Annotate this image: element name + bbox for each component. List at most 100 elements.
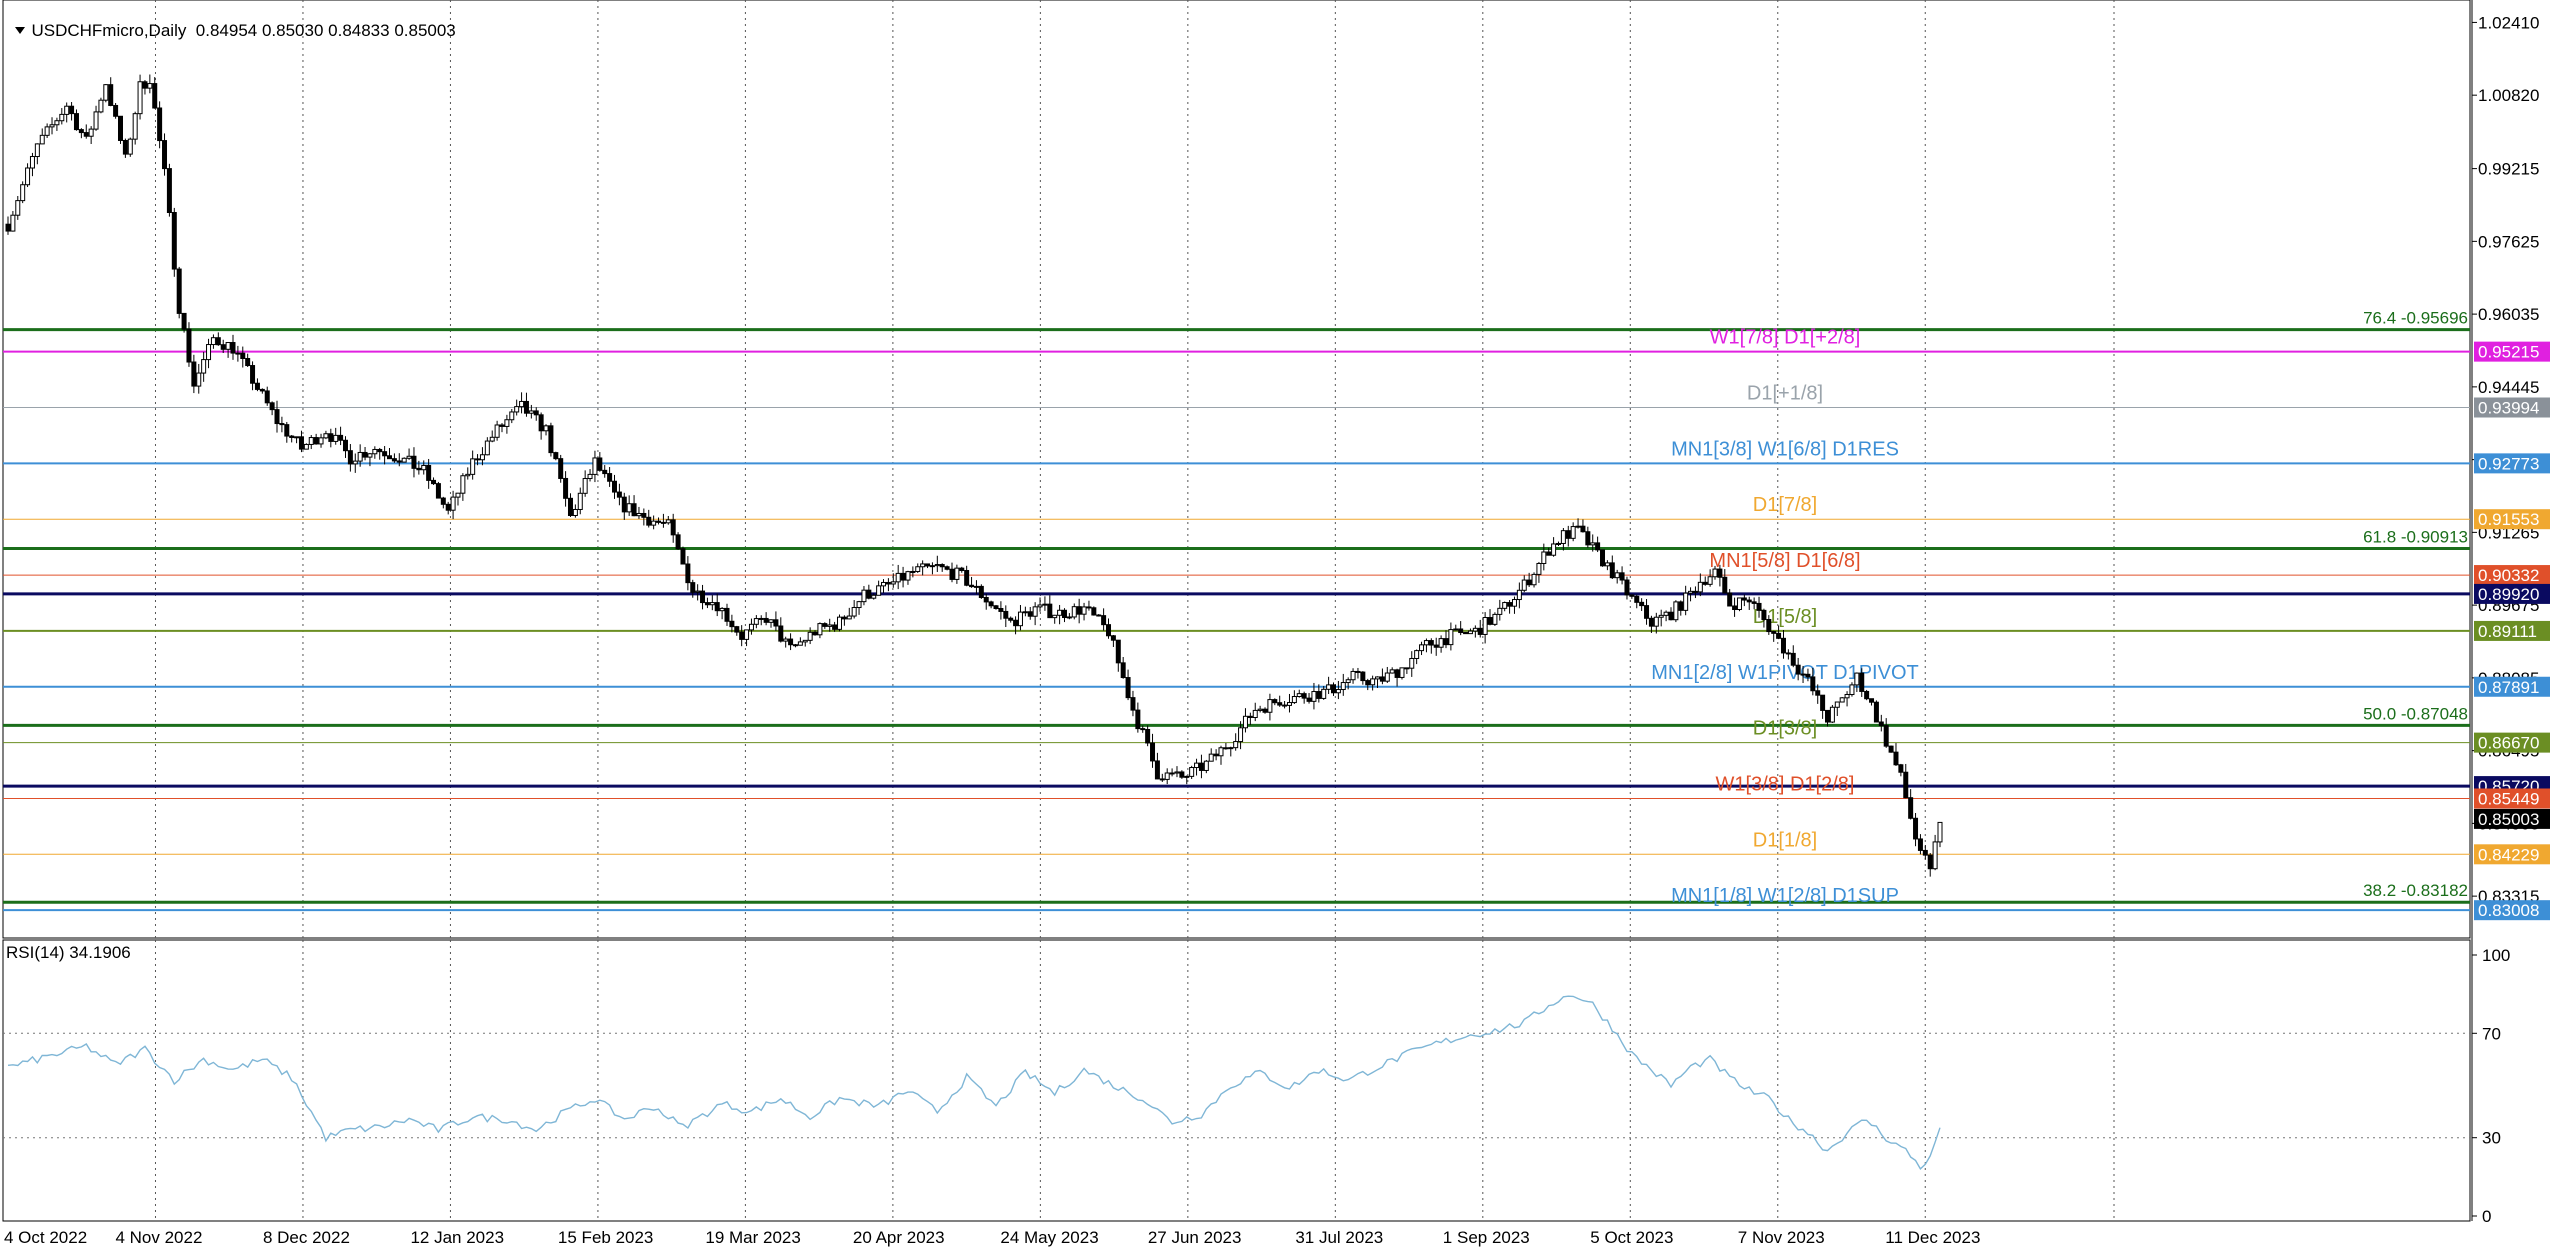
candle-body [1604, 562, 1610, 567]
candle-body [347, 450, 353, 465]
candle-body [1888, 745, 1894, 753]
candle-body [1829, 706, 1835, 723]
candle-body [1536, 562, 1542, 575]
candle-body [191, 361, 197, 387]
candle-body [1580, 525, 1586, 533]
price-tag-label: 0.89920 [2478, 585, 2539, 604]
candle-body [998, 608, 1004, 612]
level-label: D1[1/8] [1753, 829, 1817, 851]
candle-body [1350, 670, 1356, 681]
candle-body [700, 590, 706, 604]
candle-body [1184, 775, 1190, 778]
candle-body [303, 443, 309, 450]
candle-body [1609, 562, 1615, 579]
candle-body [1629, 594, 1635, 597]
x-tick-label: 20 Apr 2023 [853, 1228, 945, 1247]
candle-body [1878, 721, 1884, 727]
candle-body [944, 566, 950, 570]
candle-body [509, 411, 515, 421]
candle-body [162, 140, 168, 170]
candle-body [1335, 689, 1341, 694]
candle-body [993, 605, 999, 610]
candle-body [166, 168, 172, 214]
candle-body [1262, 708, 1268, 713]
candle-body [827, 624, 833, 627]
candle-body [1409, 657, 1415, 669]
candle-body [1634, 595, 1640, 603]
rsi-panel-frame [2, 939, 2471, 1222]
candle-body [734, 626, 740, 633]
candle-body [695, 590, 701, 593]
candle-body [558, 458, 564, 479]
candle-body [382, 451, 388, 457]
x-tick-label: 4 Nov 2022 [115, 1228, 202, 1247]
candle-body [631, 503, 637, 517]
candle-body [1458, 628, 1464, 634]
candle-body [1267, 699, 1273, 713]
candle-body [1707, 576, 1713, 585]
price-tag-label: 0.87891 [2478, 678, 2539, 697]
candle-body [1898, 764, 1904, 773]
candle-body [1106, 624, 1112, 637]
candle-body [39, 134, 45, 145]
price-tag-box [2474, 453, 2550, 474]
price-tag-box [2474, 341, 2550, 362]
x-tick-label: 15 Feb 2023 [558, 1228, 653, 1247]
candle-body [1648, 617, 1654, 627]
candle-body [1790, 652, 1796, 666]
candle-body [1169, 772, 1175, 775]
candle-body [1272, 699, 1278, 704]
candle-body [1306, 697, 1312, 702]
candle-body [925, 563, 931, 567]
price-tag-label: 0.93994 [2478, 399, 2539, 418]
candle-body [1472, 627, 1478, 632]
candle-body [973, 585, 979, 588]
rsi-tick-label: 100 [2482, 946, 2510, 965]
candle-body [54, 120, 60, 126]
candle-body [959, 567, 965, 572]
price-tag-box [2474, 808, 2550, 829]
candle-body [778, 625, 784, 642]
candle-body [1360, 671, 1366, 682]
candle-body [1756, 602, 1762, 611]
candle-body [1873, 701, 1879, 723]
candle-body [421, 464, 427, 471]
candle-body [230, 342, 236, 354]
candle-body [431, 479, 437, 485]
candle-body [1864, 690, 1870, 700]
candle-body [225, 342, 231, 350]
dropdown-arrow-icon[interactable] [15, 27, 26, 35]
candle-body [73, 113, 79, 131]
candle-body [763, 617, 769, 623]
candle-body [895, 572, 901, 583]
candle-body [851, 607, 857, 617]
level-label: D1[7/8] [1753, 494, 1817, 516]
candle-body [1154, 760, 1160, 780]
candle-body [792, 644, 798, 647]
candle-body [98, 99, 104, 113]
candle-body [93, 111, 99, 130]
candle-body [1125, 677, 1131, 699]
candle-body [328, 433, 334, 442]
candle-body [1932, 841, 1938, 870]
candle-body [949, 568, 955, 580]
candle-body [866, 589, 872, 599]
candle-body [1541, 551, 1547, 564]
candle-body [1722, 576, 1728, 594]
candle-body [460, 475, 466, 494]
candle-body [1673, 601, 1679, 621]
candle-body [915, 566, 921, 572]
candle-body [1712, 568, 1718, 578]
x-tick-label: 11 Dec 2023 [1885, 1228, 1980, 1247]
candle-body [1619, 572, 1625, 581]
candle-body [142, 81, 148, 89]
candle-body [201, 359, 207, 374]
candle-body [704, 602, 710, 606]
candle-body [1893, 751, 1899, 766]
candle-body [1590, 542, 1596, 546]
candle-body [372, 448, 378, 455]
candle-body [670, 519, 676, 536]
candle-body [1355, 670, 1361, 673]
candle-body [1115, 639, 1121, 664]
price-tag-box [2474, 676, 2550, 697]
